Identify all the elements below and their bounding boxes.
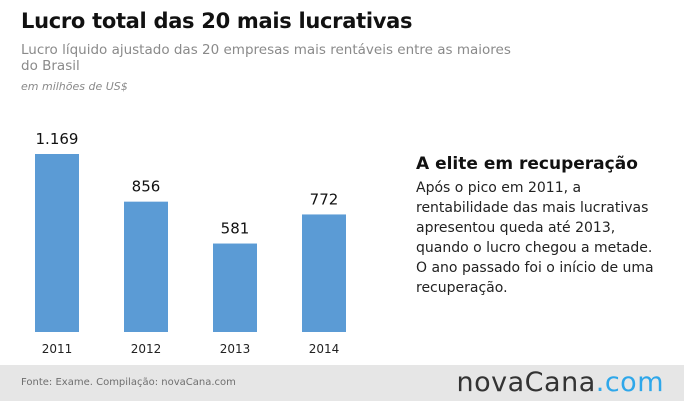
annotation-text: Após o pico em 2011, a rentabilidade das… (416, 180, 654, 296)
source-note: Fonte: Exame. Compilação: novaCana.com (21, 377, 236, 388)
logo-suffix: .com (595, 367, 664, 398)
value-label-2012: 856 (132, 178, 161, 196)
x-tick-2011: 2011 (42, 342, 73, 356)
value-label-2014: 772 (310, 190, 339, 208)
footer: Fonte: Exame. Compilação: novaCana.com n… (0, 365, 684, 401)
value-label-2011: 1.169 (36, 130, 79, 148)
chart-title: Lucro total das 20 mais lucrativas (21, 9, 413, 33)
unit-label: em milhões de US$ (21, 80, 128, 93)
logo-main: novaCana (456, 367, 596, 398)
bar-2012 (124, 201, 168, 332)
x-tick-2013: 2013 (220, 342, 251, 356)
x-tick-2014: 2014 (309, 342, 340, 356)
novacana-logo: novaCana.com (457, 367, 664, 398)
bar-2014 (302, 214, 346, 332)
bar-2011 (35, 154, 79, 332)
value-label-2013: 581 (221, 220, 250, 238)
x-tick-2012: 2012 (131, 342, 162, 356)
bar-chart: 1.169 2011 856 2012 581 2013 772 2014 (35, 130, 346, 356)
annotation-title: A elite em recuperação (416, 154, 638, 174)
chart-subtitle: Lucro líquido ajustado das 20 empresas m… (21, 42, 511, 74)
bar-2013 (213, 243, 257, 332)
